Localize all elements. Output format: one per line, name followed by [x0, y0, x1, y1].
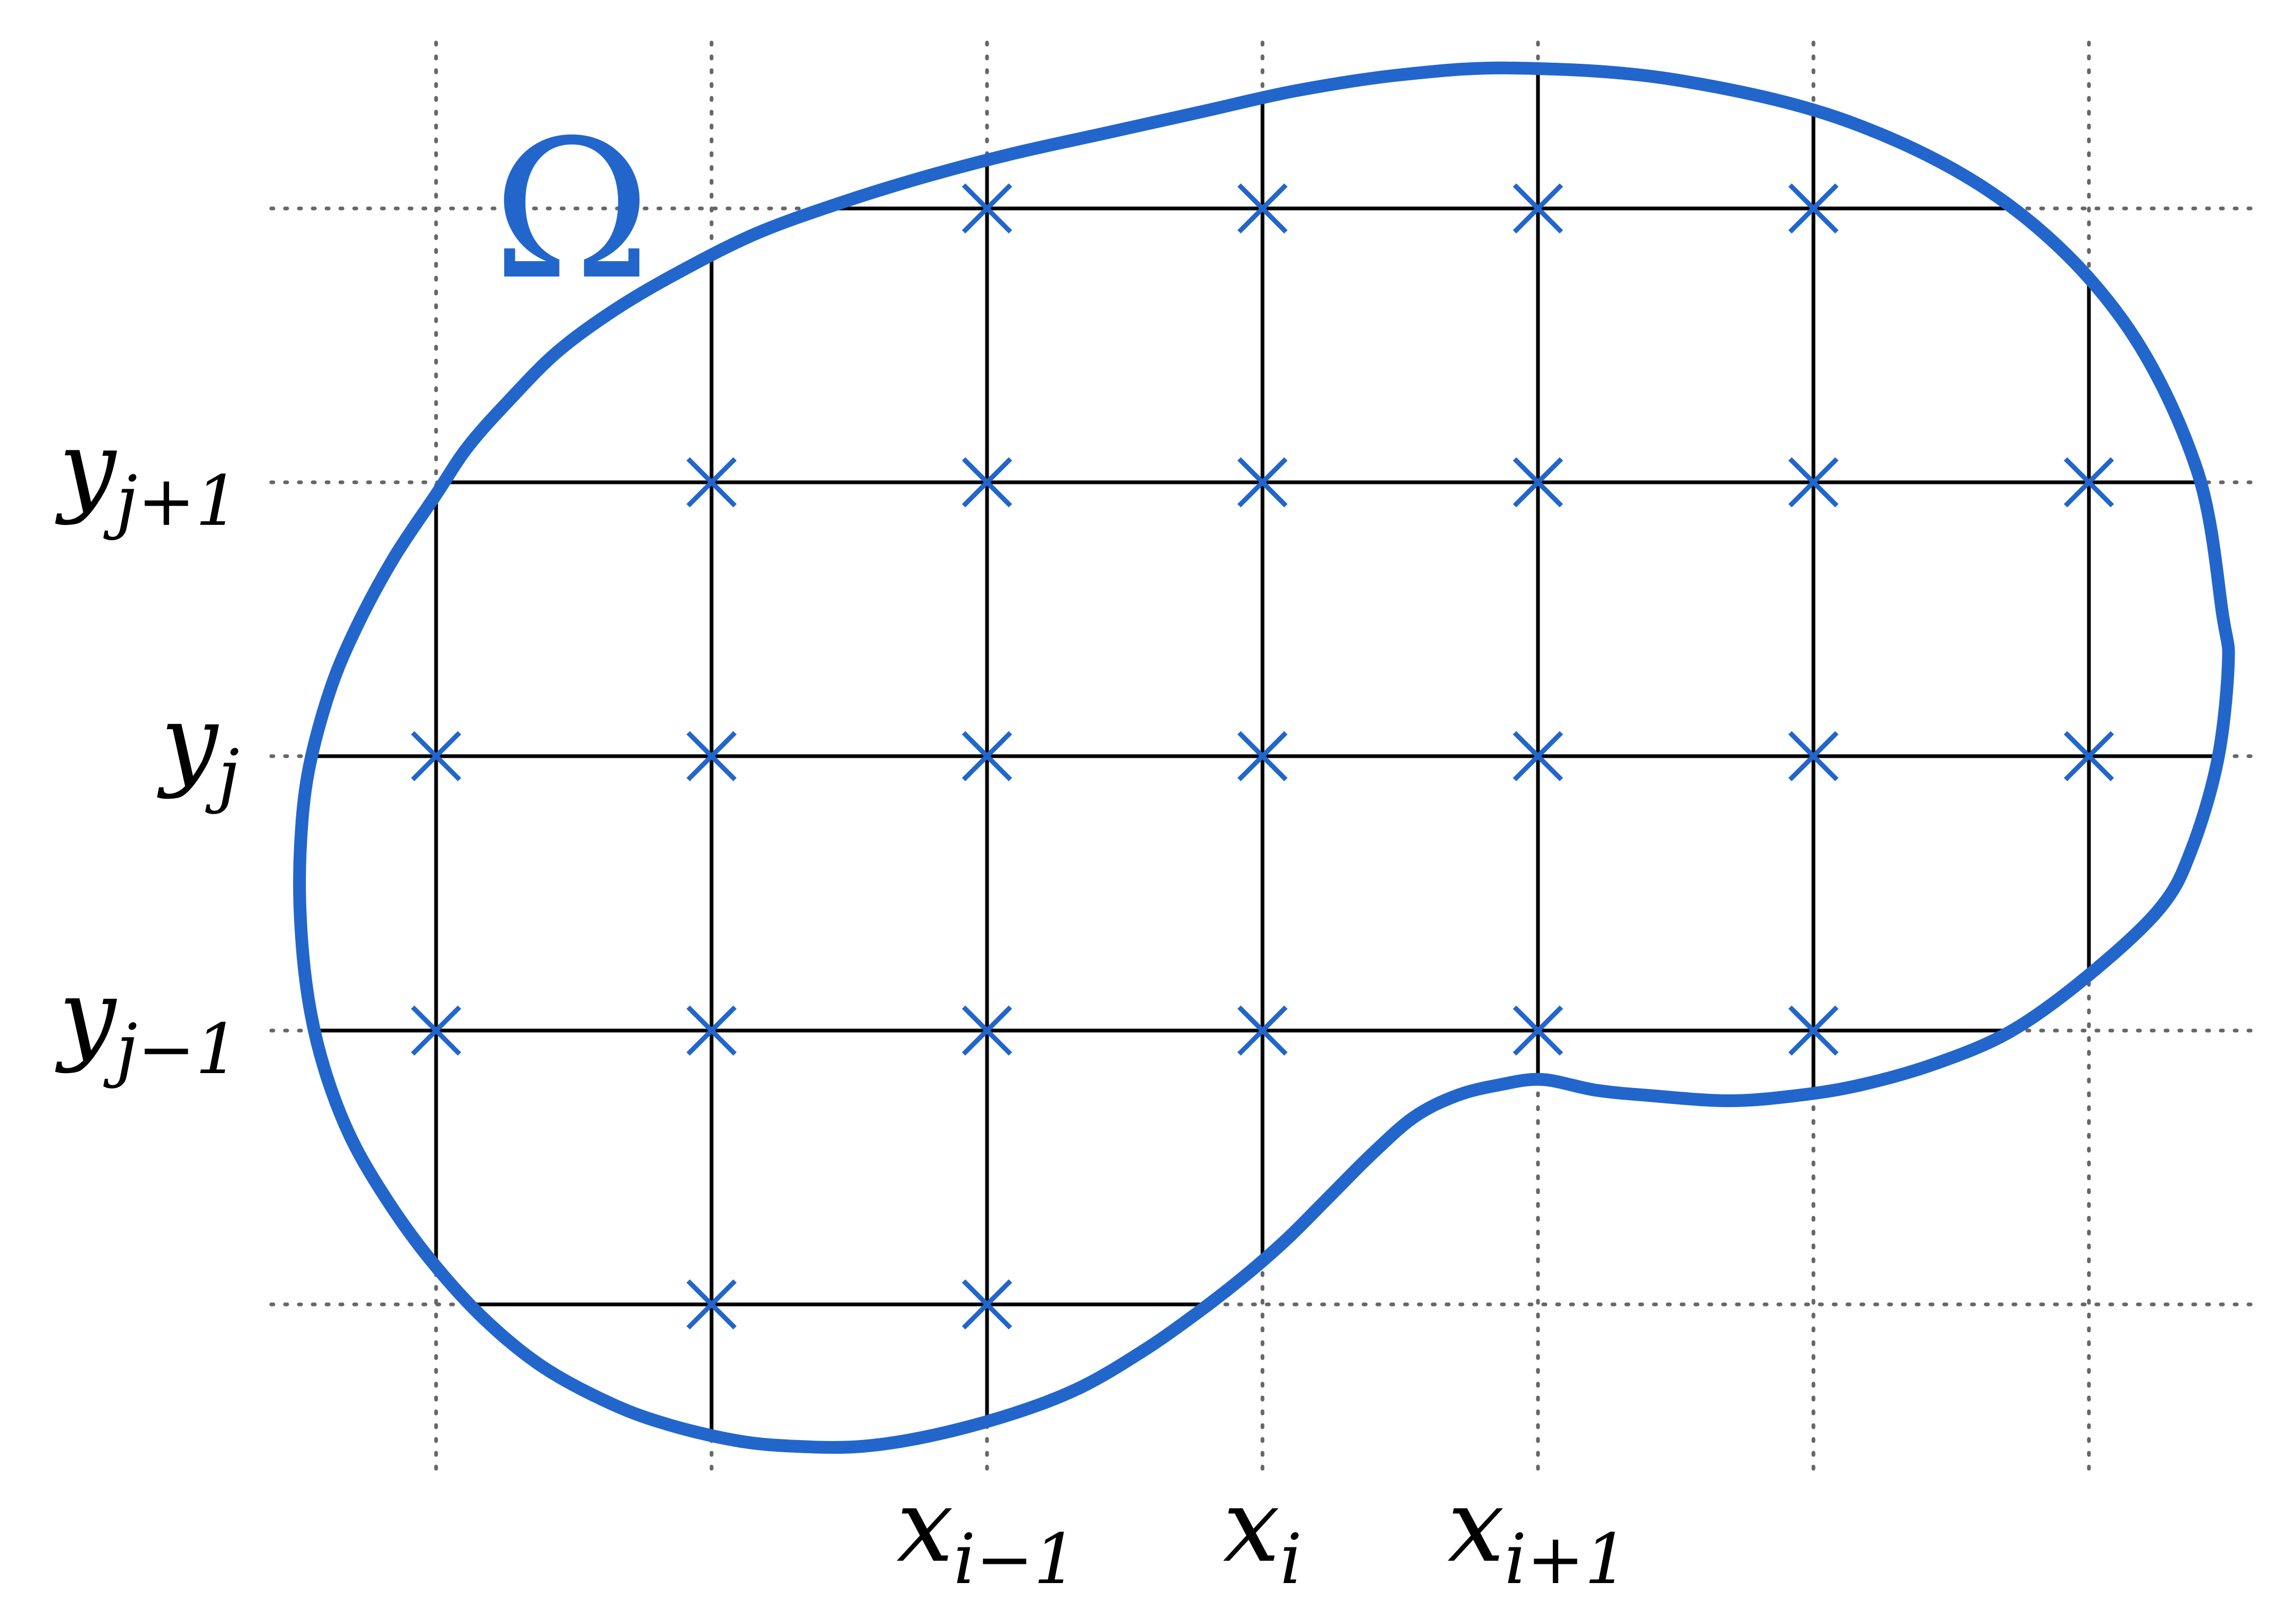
- node-marker-x-icon: [1512, 731, 1563, 782]
- node-marker-x-icon: [1788, 183, 1839, 234]
- domain-label-omega: Ω: [492, 99, 651, 322]
- y-label-j-minus-1: yj−1: [55, 957, 239, 1090]
- x-label-i-minus-1: xi−1: [897, 1467, 1077, 1600]
- node-marker-x-icon: [1788, 457, 1839, 508]
- node-marker-x-icon: [686, 1279, 737, 1330]
- node-marker-x-icon: [961, 1005, 1013, 1056]
- interior-node-markers: [411, 183, 2114, 1330]
- node-marker-x-icon: [686, 731, 737, 782]
- node-marker-x-icon: [1237, 183, 1288, 234]
- y-label-j-plus-1: yj+1: [55, 409, 239, 541]
- node-marker-x-icon: [1512, 457, 1563, 508]
- node-marker-x-icon: [961, 731, 1013, 782]
- x-label-i: xi: [1223, 1467, 1302, 1600]
- node-marker-x-icon: [1237, 731, 1288, 782]
- node-marker-x-icon: [686, 457, 737, 508]
- node-marker-x-icon: [1512, 1005, 1563, 1056]
- node-marker-x-icon: [686, 1005, 737, 1056]
- node-marker-x-icon: [2063, 457, 2114, 508]
- node-marker-x-icon: [1237, 457, 1288, 508]
- node-marker-x-icon: [961, 457, 1013, 508]
- node-marker-x-icon: [1788, 731, 1839, 782]
- node-marker-x-icon: [1788, 1005, 1839, 1056]
- x-label-i-plus-1: xi+1: [1448, 1467, 1628, 1600]
- node-marker-x-icon: [1512, 183, 1563, 234]
- node-marker-x-icon: [961, 183, 1013, 234]
- node-marker-x-icon: [411, 731, 462, 782]
- node-marker-x-icon: [2063, 731, 2114, 782]
- y-label-j: yj: [156, 683, 239, 815]
- node-marker-x-icon: [1237, 1005, 1288, 1056]
- node-marker-x-icon: [961, 1279, 1013, 1330]
- domain-boundary-curve: [293, 61, 2235, 1454]
- node-marker-x-icon: [411, 1005, 462, 1056]
